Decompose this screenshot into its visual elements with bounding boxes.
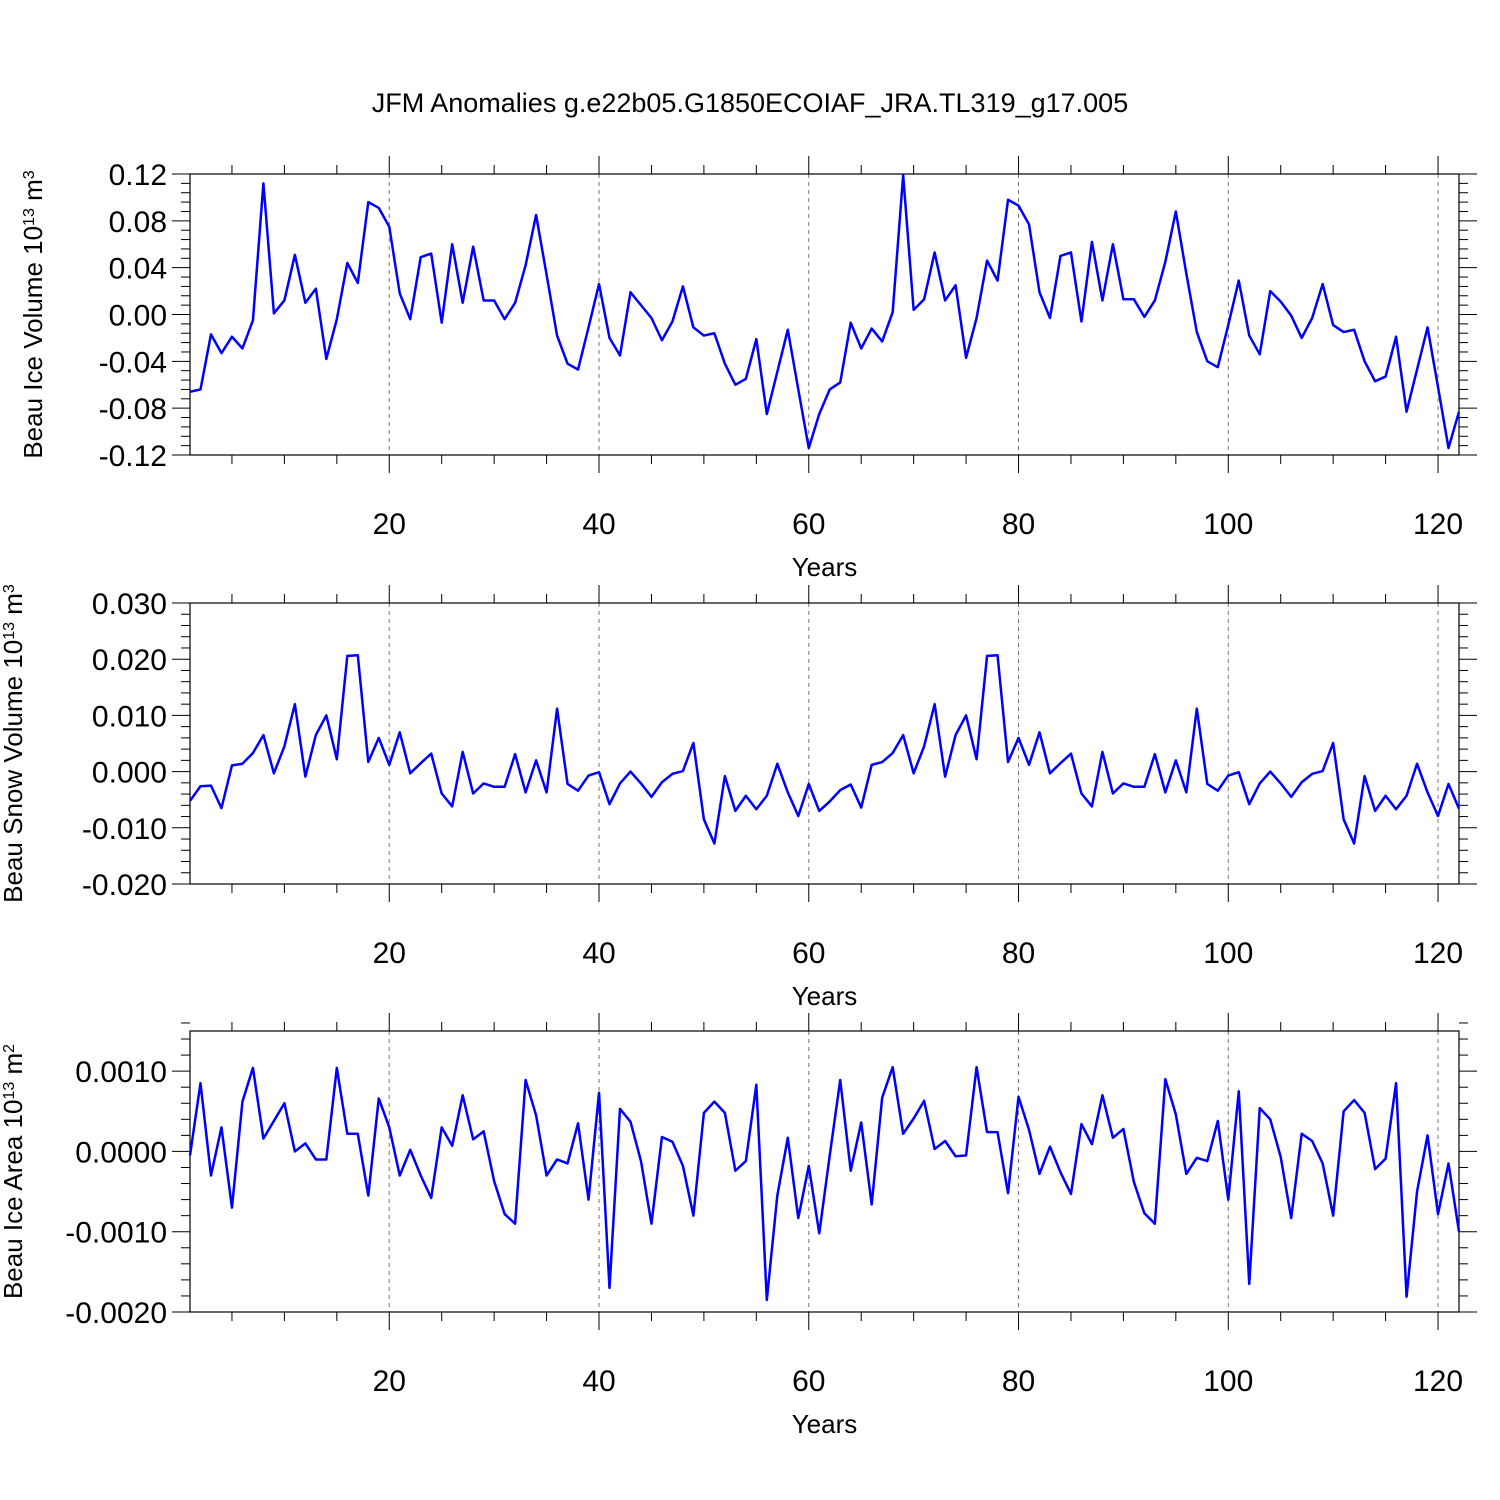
x-tick-label: 20 (373, 937, 406, 970)
series-line (188, 1065, 1461, 1302)
x-tick-label: 20 (373, 1365, 406, 1398)
x-tick-label: 100 (1203, 508, 1253, 541)
y-tick-label: -0.0020 (65, 1297, 167, 1330)
y-axis-title-exponent: 13 (21, 208, 38, 226)
y-axis-title-exponent: 13 (1, 622, 18, 640)
x-axis-title: Years (792, 552, 858, 582)
y-tick-label: -0.04 (99, 346, 167, 379)
y-tick-label: 0.12 (109, 159, 167, 192)
x-tick-label: 40 (582, 508, 615, 541)
x-tick-label: 60 (792, 1365, 825, 1398)
x-tick-label: 100 (1203, 1365, 1253, 1398)
x-tick-label: 120 (1413, 508, 1463, 541)
x-tick-label: 60 (792, 508, 825, 541)
x-tick-label: 120 (1413, 937, 1463, 970)
y-axis-title: Beau Ice Area 1013 m2 (0, 1044, 28, 1299)
x-tick-label: 60 (792, 937, 825, 970)
y-axis-title-unit: m (18, 179, 48, 208)
y-tick-label: -0.08 (99, 393, 167, 426)
plot-frame (189, 1030, 1460, 1313)
series-line (189, 173, 1461, 450)
y-tick-label: 0.04 (109, 253, 167, 286)
y-tick-label: 0.0000 (75, 1136, 167, 1169)
y-tick-label: -0.0010 (65, 1217, 167, 1250)
y-axis-title: Beau Ice Volume 1013 m3 (18, 170, 48, 458)
panel-3: 20 40 60 80 100 120 -0.0020 -0.0010 0.0000 0.0010… (0, 1013, 1477, 1439)
x-tick-label: 40 (582, 937, 615, 970)
x-tick-label: 80 (1002, 1365, 1035, 1398)
y-axis-title-unit-exponent: 3 (21, 170, 38, 179)
panels: 20 40 60 80 100 120 -0.12 -0.08 -0.04 0.00 0.04 0.0… (0, 156, 1477, 1439)
y-axis-title: Beau Snow Volume 1013 m3 (0, 584, 28, 903)
y-tick-label: -0.020 (82, 869, 167, 902)
x-tick-label: 120 (1413, 1365, 1463, 1398)
panel-1: 20 40 60 80 100 120 -0.12 -0.08 -0.04 0.00 0.04 0.0… (18, 156, 1477, 582)
y-axis-title-text: Beau Snow Volume 10 (0, 640, 28, 903)
y-axis-title-text: Beau Ice Area 10 (0, 1100, 28, 1299)
y-axis-title-unit: m (0, 593, 28, 622)
x-axis-title: Years (792, 1409, 858, 1439)
x-axis-title: Years (792, 981, 858, 1011)
y-tick-label: -0.010 (82, 813, 167, 846)
y-axis-title-unit: m (0, 1053, 28, 1082)
y-tick-label: 0.00 (109, 300, 167, 333)
plot-frame (189, 173, 1460, 456)
figure-title: JFM Anomalies g.e22b05.G1850ECOIAF_JRA.T… (372, 88, 1128, 118)
y-tick-label: 0.08 (109, 206, 167, 239)
y-axis-title-exponent: 13 (1, 1082, 18, 1100)
y-tick-label: 0.010 (92, 700, 167, 733)
y-tick-label: 0.000 (92, 757, 167, 790)
x-tick-label: 80 (1002, 937, 1035, 970)
x-tick-label: 20 (373, 508, 406, 541)
y-tick-label: 0.0010 (75, 1056, 167, 1089)
x-tick-label: 40 (582, 1365, 615, 1398)
y-tick-label: 0.030 (92, 588, 167, 621)
y-axis-title-text: Beau Ice Volume 10 (18, 226, 48, 459)
y-axis-title-unit-exponent: 2 (1, 1044, 18, 1053)
series-line (188, 654, 1461, 845)
y-tick-label: 0.020 (92, 644, 167, 677)
panel-2: 20 40 60 80 100 120 -0.020 -0.010 0.000 0.010 0.02… (0, 584, 1477, 1011)
plot-frame (189, 602, 1460, 885)
y-tick-label: -0.12 (99, 440, 167, 473)
x-tick-label: 80 (1002, 508, 1035, 541)
y-axis-title-unit-exponent: 3 (1, 584, 18, 593)
x-tick-label: 100 (1203, 937, 1253, 970)
